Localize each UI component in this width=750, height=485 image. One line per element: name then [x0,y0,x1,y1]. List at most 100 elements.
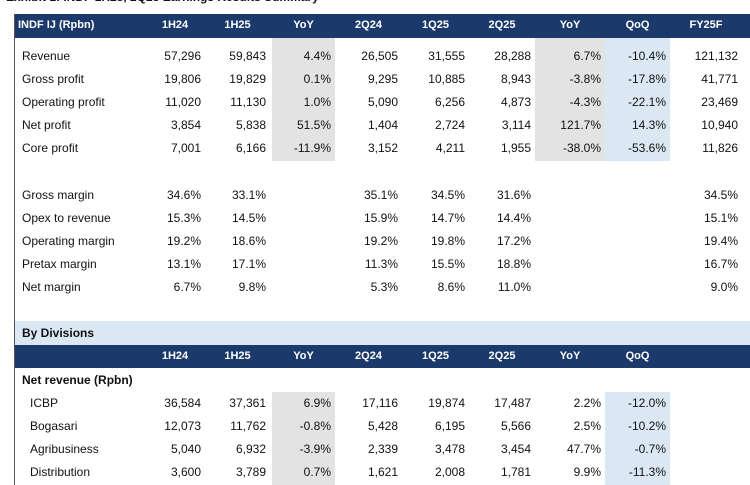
column-header: 1H24 [161,350,189,362]
row-label: Gross margin [22,188,95,202]
row-label: Revenue [22,49,71,63]
cell-value: 121,132 [694,49,738,63]
cell-value: 15.1% [703,211,738,225]
row-label: Bogasari [30,419,78,433]
cell-value: 34.5% [430,188,465,202]
column-header: QoQ [625,350,650,362]
section-subtitle: Net revenue (Rpbn) [22,373,133,387]
cell-value: -10.4% [627,49,666,63]
cell-value: 0.7% [303,465,331,479]
cell-value: 6,195 [434,419,465,433]
column-header: YoY [559,350,581,362]
column-header: FY25F [689,19,723,31]
cell-value: 2,339 [367,442,398,456]
cell-value: -22.1% [627,95,666,109]
cell-value: 2,008 [434,465,465,479]
cell-value: 3,854 [170,118,201,132]
column-header: 1Q25 [422,19,449,31]
cell-value: 14.4% [496,211,531,225]
cell-value: -11.3% [628,465,666,479]
column-header: 2Q24 [355,19,382,31]
cell-value: 37,361 [229,396,266,410]
cell-value: 1,955 [500,141,531,155]
cell-value: 6,932 [235,442,266,456]
cell-value: 4,211 [435,141,465,155]
yoy-shade [272,392,335,485]
cell-value: 1.0% [303,95,331,109]
cell-value: 41,771 [701,72,738,86]
cell-value: 3,789 [235,465,266,479]
column-header: 1H25 [224,19,251,31]
cell-value: 14.5% [231,211,266,225]
cell-value: 11,020 [165,95,201,109]
section-title: By Divisions [22,326,95,340]
cell-value: -53.6% [627,141,666,155]
cell-value: 14.7% [430,211,465,225]
cell-value: 6.7% [173,280,201,294]
cell-value: 34.6% [166,188,201,202]
cell-value: 4.4% [303,49,331,63]
cell-value: 5,566 [500,419,531,433]
column-header: 1H25 [224,350,251,362]
header-band [14,14,750,38]
cell-value: 6,166 [235,141,266,155]
cell-value: 9,295 [367,72,398,86]
cell-value: 28,288 [494,49,531,63]
cell-value: 18.8% [496,257,531,271]
exhibit-title: Exhibit 1: INDF 1H25, 2Q25 Earnings Resu… [6,0,319,9]
cell-value: 8,943 [500,72,531,86]
cell-value: -17.8% [627,72,666,86]
cell-value: 2.2% [573,396,601,410]
cell-value: 3,152 [367,141,398,155]
cell-value: 13.1% [166,257,201,271]
cell-value: 11,762 [230,419,266,433]
cell-value: 8.6% [437,280,465,294]
row-label: Opex to revenue [22,211,111,225]
cell-value: -3.8% [569,72,601,86]
cell-value: 17.1% [231,257,266,271]
column-header: 2Q25 [488,19,516,31]
cell-value: 9.0% [710,280,738,294]
row-label: Pretax margin [22,257,97,271]
cell-value: 6.9% [303,396,331,410]
cell-value: 1,404 [367,118,398,132]
cell-value: 5.3% [370,280,398,294]
row-label: Operating profit [22,95,105,109]
row-label: Operating margin [22,234,115,248]
cell-value: 5,090 [367,95,398,109]
cell-value: 36,584 [164,396,201,410]
cell-value: -12.0% [627,396,666,410]
cell-value: 11.0% [497,280,531,294]
row-label: Distribution [30,465,91,479]
cell-value: 4,873 [500,95,531,109]
cell-value: -4.3% [569,95,601,109]
cell-value: 23,469 [701,95,738,109]
cell-value: -11.9% [293,141,331,155]
cell-value: 19,874 [428,396,465,410]
cell-value: 7,001 [170,141,201,155]
column-header: 2Q25 [488,350,516,362]
cell-value: 121.7% [560,118,601,132]
cell-value: 2,724 [434,118,465,132]
row-label: Gross profit [22,72,85,86]
qoq-shade [605,38,670,161]
left-border [14,14,15,485]
cell-value: 17,487 [494,396,531,410]
cell-value: 9.8% [238,280,266,294]
column-header: 1H24 [161,19,189,31]
cell-value: 34.5% [703,188,738,202]
cell-value: -10.2% [627,419,666,433]
cell-value: 15.9% [363,211,398,225]
cell-value: 6,256 [434,95,465,109]
column-header: YoY [559,19,581,31]
cell-value: 17,116 [362,396,398,410]
cell-value: 18.6% [231,234,266,248]
cell-value: 33.1% [231,188,266,202]
cell-value: 0.1% [303,72,331,86]
cell-value: 26,505 [361,49,398,63]
cell-value: 11.3% [364,257,398,271]
cell-value: -0.8% [299,419,331,433]
divisions-band [14,321,750,345]
cell-value: 2.5% [573,419,601,433]
header-band [14,345,750,368]
